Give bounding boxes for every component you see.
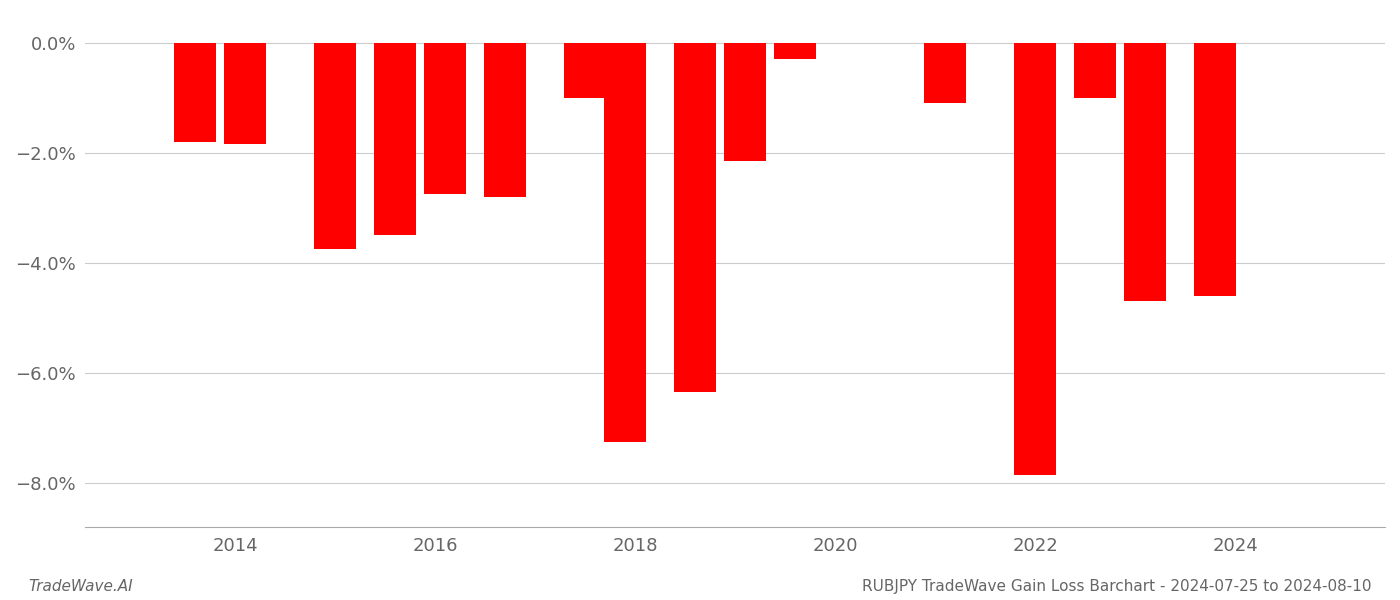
Bar	[315, 43, 357, 249]
Bar	[1014, 43, 1056, 475]
Bar	[484, 43, 526, 197]
Bar	[675, 43, 717, 392]
Bar	[424, 43, 466, 194]
Text: RUBJPY TradeWave Gain Loss Barchart - 2024-07-25 to 2024-08-10: RUBJPY TradeWave Gain Loss Barchart - 20…	[862, 579, 1372, 594]
Bar	[924, 43, 966, 103]
Bar	[1124, 43, 1166, 301]
Bar	[774, 43, 816, 59]
Bar	[224, 43, 266, 145]
Text: TradeWave.AI: TradeWave.AI	[28, 579, 133, 594]
Bar	[564, 43, 606, 98]
Bar	[1074, 43, 1116, 98]
Bar	[374, 43, 416, 235]
Bar	[605, 43, 647, 442]
Bar	[724, 43, 766, 161]
Bar	[175, 43, 217, 142]
Bar	[1194, 43, 1236, 296]
